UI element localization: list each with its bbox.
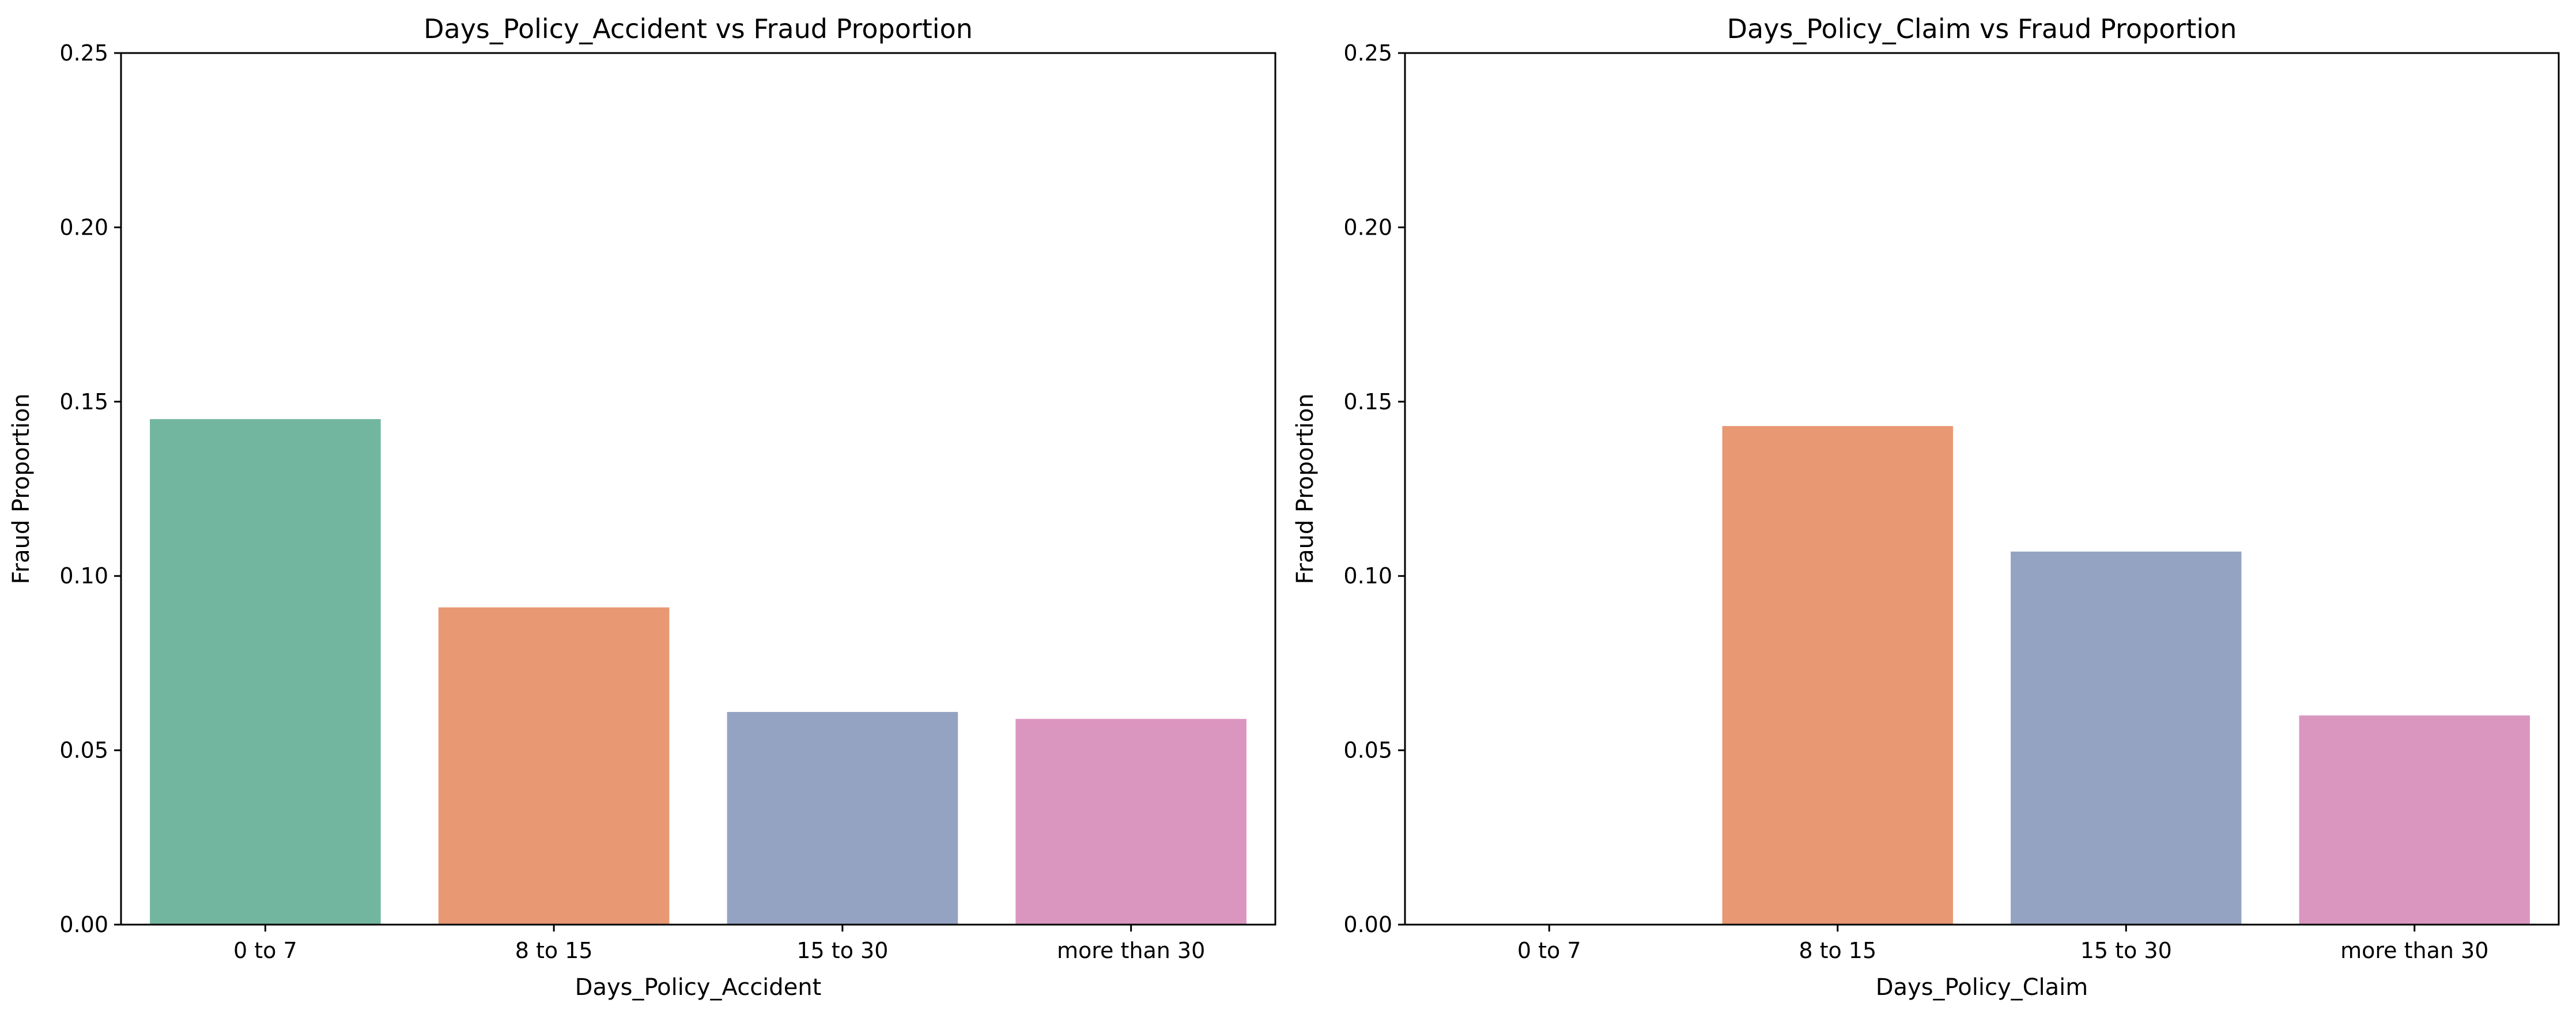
y-tick-label: 0.05 bbox=[59, 738, 108, 763]
bar-more-than-30 bbox=[2299, 715, 2530, 925]
y-tick-label: 0.00 bbox=[1343, 912, 1392, 937]
bar-0-to-7 bbox=[150, 419, 381, 925]
y-tick-label: 0.15 bbox=[59, 389, 108, 414]
bar-15-to-30 bbox=[727, 712, 958, 925]
x-tick-label: more than 30 bbox=[2340, 938, 2488, 963]
y-axis-label: Fraud Proportion bbox=[8, 394, 35, 585]
y-tick-label: 0.05 bbox=[1343, 738, 1392, 763]
chart-days-policy-claim: 0.00 0.05 0.10 0.15 0.20 0.25 0 to 7 8 to 15 15 … bbox=[1292, 13, 2560, 1001]
x-axis-label: Days_Policy_Claim bbox=[1876, 974, 2088, 1001]
y-tick-label: 0.10 bbox=[59, 563, 108, 589]
bar-more-than-30 bbox=[1015, 719, 1247, 925]
axes-frame bbox=[120, 52, 1276, 926]
x-tick-label: 8 to 15 bbox=[1799, 938, 1876, 963]
y-tick-label: 0.15 bbox=[1343, 389, 1392, 414]
chart-title: Days_Policy_Accident vs Fraud Proportion bbox=[424, 13, 973, 44]
y-tick-label: 0.25 bbox=[1343, 40, 1392, 66]
y-tick-label: 0.10 bbox=[1343, 563, 1392, 589]
x-tick-label: 15 to 30 bbox=[2080, 938, 2172, 963]
x-axis-label: Days_Policy_Accident bbox=[575, 974, 822, 1001]
bar-8-to-15 bbox=[438, 607, 670, 925]
bar-8-to-15 bbox=[1722, 426, 1953, 925]
y-axis-label: Fraud Proportion bbox=[1292, 394, 1319, 585]
y-tick-label: 0.00 bbox=[59, 912, 108, 937]
x-tick-label: 0 to 7 bbox=[233, 938, 297, 963]
y-tick-label: 0.20 bbox=[59, 214, 108, 240]
chart-days-policy-accident: 0.00 0.05 0.10 0.15 0.20 0.25 0 to 7 8 to 15 15 … bbox=[8, 13, 1276, 1001]
chart-title: Days_Policy_Claim vs Fraud Proportion bbox=[1727, 13, 2237, 44]
y-tick-label: 0.20 bbox=[1343, 214, 1392, 240]
x-tick-label: 8 to 15 bbox=[515, 938, 593, 963]
bar-15-to-30 bbox=[2011, 551, 2242, 925]
x-tick-label: 0 to 7 bbox=[1517, 938, 1581, 963]
axes-frame bbox=[1404, 52, 2560, 926]
y-tick-label: 0.25 bbox=[59, 40, 108, 66]
x-tick-label: more than 30 bbox=[1057, 938, 1205, 963]
x-tick-label: 15 to 30 bbox=[796, 938, 888, 963]
